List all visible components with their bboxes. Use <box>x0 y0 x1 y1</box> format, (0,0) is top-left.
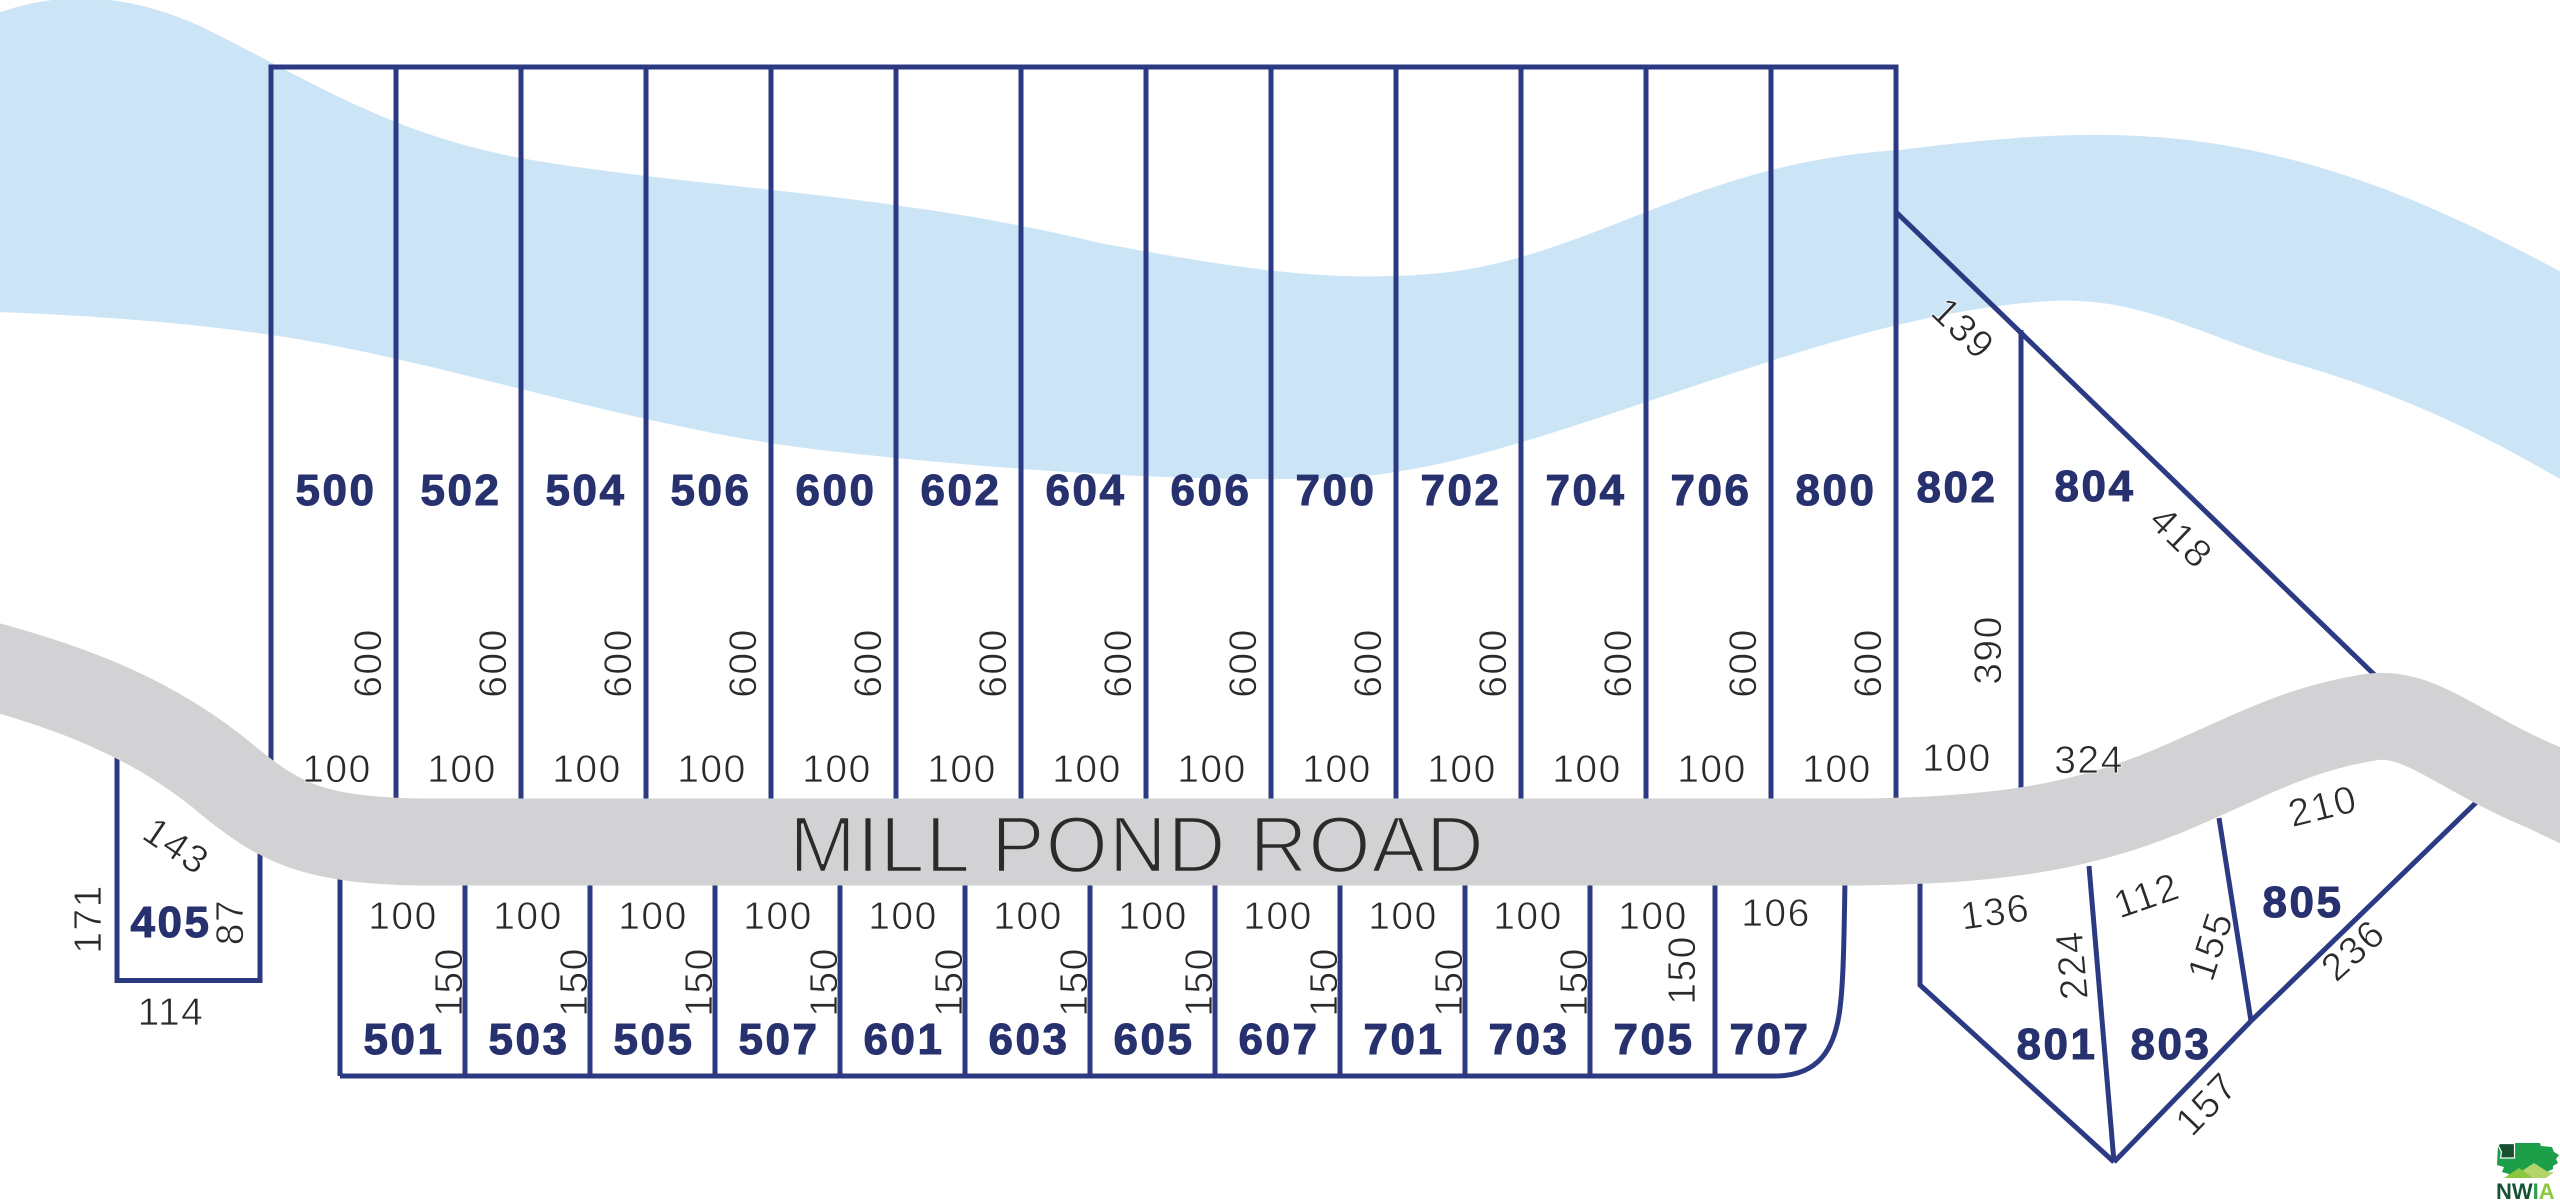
svg-text:100: 100 <box>1922 737 1992 780</box>
svg-text:600: 600 <box>1097 628 1140 698</box>
svg-text:150: 150 <box>1178 947 1221 1017</box>
svg-text:100: 100 <box>993 895 1063 938</box>
svg-text:100: 100 <box>1618 895 1688 938</box>
svg-text:100: 100 <box>1493 895 1563 938</box>
svg-text:600: 600 <box>722 628 765 698</box>
svg-text:701: 701 <box>1364 1015 1445 1064</box>
svg-text:604: 604 <box>1046 466 1127 515</box>
svg-text:600: 600 <box>972 628 1015 698</box>
svg-text:100: 100 <box>1177 748 1247 791</box>
svg-text:171: 171 <box>67 884 110 954</box>
svg-text:150: 150 <box>803 947 846 1017</box>
svg-text:600: 600 <box>472 628 515 698</box>
svg-text:600: 600 <box>597 628 640 698</box>
svg-text:100: 100 <box>1552 748 1622 791</box>
svg-text:NWIA: NWIA <box>2496 1179 2555 1203</box>
svg-text:100: 100 <box>1802 748 1872 791</box>
svg-text:501: 501 <box>364 1015 445 1064</box>
svg-text:100: 100 <box>1302 748 1372 791</box>
svg-text:504: 504 <box>546 466 627 515</box>
svg-text:143: 143 <box>135 809 217 884</box>
svg-text:805: 805 <box>2263 878 2344 927</box>
svg-text:224: 224 <box>2048 929 2097 1002</box>
svg-text:155: 155 <box>2180 906 2242 985</box>
svg-text:602: 602 <box>921 466 1002 515</box>
svg-text:100: 100 <box>677 748 747 791</box>
svg-text:705: 705 <box>1614 1015 1695 1064</box>
svg-text:390: 390 <box>1967 615 2010 685</box>
svg-text:405: 405 <box>131 898 212 947</box>
svg-text:150: 150 <box>1303 947 1346 1017</box>
svg-text:506: 506 <box>671 466 752 515</box>
svg-text:100: 100 <box>618 895 688 938</box>
svg-text:100: 100 <box>1677 748 1747 791</box>
svg-text:600: 600 <box>1222 628 1265 698</box>
svg-text:607: 607 <box>1239 1015 1320 1064</box>
svg-text:150: 150 <box>678 947 721 1017</box>
svg-text:100: 100 <box>802 748 872 791</box>
svg-text:150: 150 <box>1428 947 1471 1017</box>
svg-text:100: 100 <box>1427 748 1497 791</box>
svg-text:600: 600 <box>1347 628 1390 698</box>
svg-text:150: 150 <box>1661 935 1704 1005</box>
svg-text:87: 87 <box>209 899 252 945</box>
svg-text:603: 603 <box>989 1015 1070 1064</box>
svg-text:502: 502 <box>421 466 502 515</box>
svg-text:150: 150 <box>1553 947 1596 1017</box>
svg-text:324: 324 <box>2054 739 2124 782</box>
svg-text:507: 507 <box>739 1015 820 1064</box>
svg-text:100: 100 <box>868 895 938 938</box>
svg-text:100: 100 <box>743 895 813 938</box>
svg-text:707: 707 <box>1730 1015 1811 1064</box>
svg-text:100: 100 <box>1052 748 1122 791</box>
svg-text:100: 100 <box>1243 895 1313 938</box>
svg-text:100: 100 <box>1368 895 1438 938</box>
svg-text:106: 106 <box>1741 892 1811 935</box>
svg-text:100: 100 <box>552 748 622 791</box>
svg-text:600: 600 <box>1472 628 1515 698</box>
svg-text:150: 150 <box>928 947 971 1017</box>
svg-text:136: 136 <box>1958 886 2033 938</box>
svg-text:803: 803 <box>2131 1020 2212 1069</box>
svg-text:100: 100 <box>302 748 372 791</box>
svg-text:100: 100 <box>1118 895 1188 938</box>
svg-text:605: 605 <box>1114 1015 1195 1064</box>
svg-text:606: 606 <box>1171 466 1252 515</box>
svg-text:702: 702 <box>1421 466 1502 515</box>
svg-text:210: 210 <box>2284 778 2362 837</box>
svg-text:MILL POND ROAD: MILL POND ROAD <box>789 800 1485 889</box>
svg-text:100: 100 <box>493 895 563 938</box>
svg-text:600: 600 <box>847 628 890 698</box>
svg-text:100: 100 <box>427 748 497 791</box>
svg-text:505: 505 <box>614 1015 695 1064</box>
svg-text:801: 801 <box>2017 1020 2098 1069</box>
svg-text:706: 706 <box>1671 466 1752 515</box>
svg-text:100: 100 <box>368 895 438 938</box>
svg-text:157: 157 <box>2167 1064 2246 1144</box>
svg-text:600: 600 <box>347 628 390 698</box>
svg-text:601: 601 <box>864 1015 945 1064</box>
svg-text:503: 503 <box>489 1015 570 1064</box>
svg-text:150: 150 <box>428 947 471 1017</box>
svg-text:600: 600 <box>796 466 877 515</box>
svg-text:500: 500 <box>296 466 377 515</box>
svg-text:800: 800 <box>1796 466 1877 515</box>
svg-text:700: 700 <box>1296 466 1377 515</box>
svg-text:150: 150 <box>553 947 596 1017</box>
svg-text:600: 600 <box>1722 628 1765 698</box>
svg-text:100: 100 <box>927 748 997 791</box>
svg-text:418: 418 <box>2141 498 2221 577</box>
svg-text:600: 600 <box>1597 628 1640 698</box>
svg-text:703: 703 <box>1489 1015 1570 1064</box>
svg-text:704: 704 <box>1546 466 1627 515</box>
svg-text:112: 112 <box>2108 865 2185 927</box>
svg-text:150: 150 <box>1053 947 1096 1017</box>
svg-text:114: 114 <box>138 991 205 1034</box>
svg-text:600: 600 <box>1847 628 1890 698</box>
svg-text:802: 802 <box>1917 463 1998 512</box>
svg-text:804: 804 <box>2055 462 2136 511</box>
